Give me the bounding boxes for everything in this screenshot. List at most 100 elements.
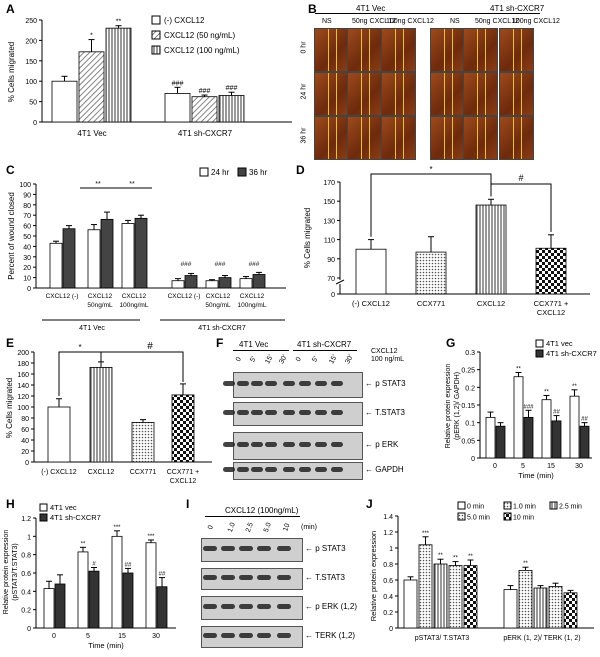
a-significance: ### (172, 80, 184, 87)
g-x-label: Time (min) (518, 471, 554, 480)
c-category-label: 50ng/mL (87, 302, 113, 309)
e-tick-label: 60 (21, 427, 29, 434)
f-band (315, 467, 327, 472)
b-row-24hr: 24 hr (300, 83, 308, 100)
j-bar (563, 592, 578, 629)
h-significance: ** (81, 541, 86, 547)
i-band (257, 546, 271, 551)
j-tick-label: 1.4 (383, 514, 393, 521)
f-band (331, 442, 343, 447)
f-time-label: 5' (311, 355, 320, 364)
i-band (277, 575, 291, 580)
g-bar (513, 376, 524, 459)
h-legend-label: 4T1 vec (50, 503, 77, 512)
wound-healing-images: 4T1 Vec 4T1 sh-CXCR7 NS 50ng CXCL12 100n… (300, 0, 600, 160)
f-band (265, 381, 277, 386)
micrograph (499, 116, 534, 160)
c-significance: ### (181, 261, 192, 268)
a-significance: ** (116, 19, 122, 26)
c-category-label: 50ng/mL (205, 302, 231, 309)
f-band (315, 410, 327, 415)
j-tick-label: 0.6 (383, 578, 393, 585)
c-tick-label: 10 (23, 276, 31, 283)
h-significance: ## (159, 572, 166, 578)
f-band (315, 381, 327, 386)
e-tick-label: 200 (17, 350, 29, 357)
j-tick-label: 1.2 (383, 530, 393, 537)
a-tick-label: 50 (29, 100, 37, 107)
d-significance: * (429, 165, 432, 174)
e-bar (47, 406, 71, 463)
i-time-label: 1.0 (226, 521, 237, 534)
i-band (221, 546, 235, 551)
micrograph (314, 28, 349, 72)
h-bar (122, 572, 134, 629)
g-legend-label: 4T1 vec (546, 339, 573, 348)
a-tick-label: 100 (25, 79, 37, 86)
i-band (203, 604, 217, 609)
i-band (277, 546, 291, 551)
j-tick-label: 0.8 (383, 562, 393, 569)
e-y-label: % Cells migrated (5, 378, 14, 438)
i-band (239, 575, 253, 580)
c-bar (87, 229, 101, 289)
g-significance: ** (572, 384, 577, 390)
g-category-label: 30 (575, 463, 583, 470)
h-bar (145, 542, 157, 629)
j-legend-label: 1.0 min (513, 504, 536, 511)
h-bar (156, 586, 168, 629)
f-time-label: 30' (344, 353, 355, 366)
micrograph (314, 116, 349, 160)
i-band (239, 633, 253, 638)
b-group-sh: 4T1 sh-CXCR7 (490, 4, 545, 13)
b-col-6: 100ng CXCL12 (512, 18, 560, 25)
h-legend-label: 4T1 sh-CXCR7 (50, 513, 101, 522)
d-category-label: CXCL12 (537, 308, 565, 317)
c-legend-swatch (237, 167, 247, 177)
c-legend-swatch (199, 167, 209, 177)
e-tick-label: 0 (25, 460, 29, 467)
c-tick-label: 40 (23, 244, 31, 251)
g-significance: ### (523, 404, 534, 410)
h-significance: *** (113, 525, 121, 531)
c-tick-label: 90 (23, 192, 31, 199)
a-bar (191, 96, 218, 123)
g-tick-label: 0.15 (461, 403, 475, 410)
i-band (239, 604, 253, 609)
g-legend-swatch (535, 349, 544, 358)
a-y-label: % Cells migrated (7, 42, 16, 102)
micrograph (499, 72, 534, 116)
micrograph (463, 72, 498, 116)
c-legend-label: 36 hr (249, 168, 268, 177)
h-tick-label: 0.4 (21, 589, 31, 596)
j-tick-label: 1 (389, 546, 393, 553)
c-category-label: CXCL12 (88, 293, 113, 300)
h-category-label: 15 (118, 633, 126, 640)
g-bar (569, 395, 580, 459)
c-bar (205, 280, 219, 289)
a-legend-swatch (151, 45, 161, 55)
i-band (257, 575, 271, 580)
b-row-36hr: 36 hr (300, 127, 308, 144)
h-tick-label: 1 (27, 534, 31, 541)
j-bar (548, 586, 563, 629)
j-bar (433, 563, 448, 629)
j-bar (403, 579, 418, 629)
c-tick-label: 60 (23, 224, 31, 231)
panel-label-g: G (446, 336, 456, 350)
j-legend-label: 0 min (467, 504, 484, 511)
d-tick-label: 70 (327, 276, 335, 283)
f-band (223, 381, 235, 386)
f-time-label: 15' (328, 353, 339, 366)
b-group-vec: 4T1 Vec (356, 4, 386, 13)
g-significance: ** (544, 389, 549, 395)
a-significance: ### (199, 88, 211, 95)
c-bar (184, 275, 198, 289)
h-tick-label: 0.2 (21, 608, 31, 615)
chart-g: 0 0.05 0.1 0.15 0.2 0.25 0.3 Relative protein e… (445, 339, 597, 480)
f-band (331, 467, 343, 472)
h-x-label: Time (min) (88, 641, 124, 650)
d-tick-label: 90 (327, 257, 335, 264)
d-tick-label: 130 (323, 218, 335, 225)
